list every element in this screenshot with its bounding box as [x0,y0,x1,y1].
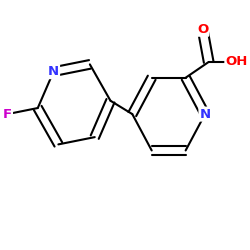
Text: F: F [3,108,12,120]
Text: N: N [200,108,210,120]
Text: OH: OH [225,56,248,68]
Text: O: O [197,23,208,36]
Text: N: N [48,65,59,78]
